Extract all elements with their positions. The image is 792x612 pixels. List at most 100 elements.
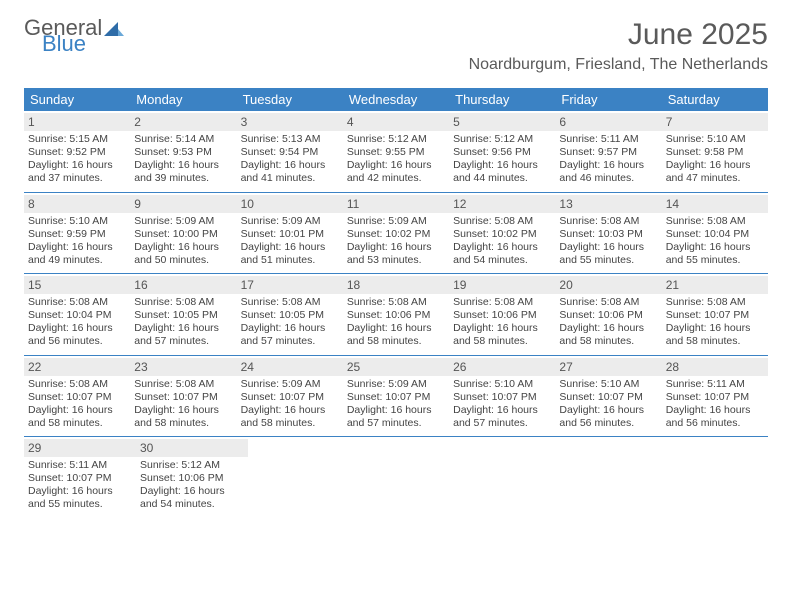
day-info-line: Daylight: 16 hours xyxy=(559,404,657,417)
day-info-line: Daylight: 16 hours xyxy=(134,322,232,335)
day-info-line: Sunset: 10:05 PM xyxy=(241,309,339,322)
day-number: 15 xyxy=(24,276,130,294)
day-info-line: Sunset: 10:02 PM xyxy=(453,228,551,241)
day-number: 17 xyxy=(237,276,343,294)
day-cell: 6Sunrise: 5:11 AMSunset: 9:57 PMDaylight… xyxy=(555,111,661,192)
day-info-line: and 58 minutes. xyxy=(666,335,764,348)
day-info-line: and 55 minutes. xyxy=(559,254,657,267)
day-info-line: Sunrise: 5:08 AM xyxy=(559,296,657,309)
day-info-line: Daylight: 16 hours xyxy=(28,241,126,254)
day-info-line: Sunset: 10:01 PM xyxy=(241,228,339,241)
page-title: June 2025 xyxy=(469,18,768,52)
day-cell: 30Sunrise: 5:12 AMSunset: 10:06 PMDaylig… xyxy=(136,437,248,518)
day-info-line: and 57 minutes. xyxy=(134,335,232,348)
day-number: 3 xyxy=(237,113,343,131)
day-cell: 9Sunrise: 5:09 AMSunset: 10:00 PMDayligh… xyxy=(130,193,236,274)
day-info-line: Sunrise: 5:09 AM xyxy=(134,215,232,228)
day-info-line: Sunrise: 5:08 AM xyxy=(453,215,551,228)
day-info-line: Sunset: 10:07 PM xyxy=(347,391,445,404)
day-info-line: Sunrise: 5:12 AM xyxy=(347,133,445,146)
day-info-line: Sunset: 9:56 PM xyxy=(453,146,551,159)
day-info-line: Sunset: 10:05 PM xyxy=(134,309,232,322)
day-info-line: Sunset: 10:06 PM xyxy=(347,309,445,322)
day-info-line: and 58 minutes. xyxy=(559,335,657,348)
empty-cell xyxy=(560,437,664,518)
day-number: 9 xyxy=(130,195,236,213)
day-number: 5 xyxy=(449,113,555,131)
day-info-line: Sunrise: 5:09 AM xyxy=(347,215,445,228)
day-info-line: Sunset: 10:07 PM xyxy=(453,391,551,404)
day-info-line: Daylight: 16 hours xyxy=(28,322,126,335)
day-info-line: and 58 minutes. xyxy=(28,417,126,430)
day-cell: 18Sunrise: 5:08 AMSunset: 10:06 PMDaylig… xyxy=(343,274,449,355)
day-cell: 8Sunrise: 5:10 AMSunset: 9:59 PMDaylight… xyxy=(24,193,130,274)
day-info-line: Daylight: 16 hours xyxy=(347,241,445,254)
day-info-line: Sunset: 10:07 PM xyxy=(134,391,232,404)
day-info-line: Sunrise: 5:10 AM xyxy=(559,378,657,391)
weeks-container: 1Sunrise: 5:15 AMSunset: 9:52 PMDaylight… xyxy=(24,111,768,518)
day-number: 19 xyxy=(449,276,555,294)
day-info-line: Sunrise: 5:10 AM xyxy=(666,133,764,146)
day-info-line: Sunset: 9:59 PM xyxy=(28,228,126,241)
day-info-line: and 54 minutes. xyxy=(453,254,551,267)
day-info-line: Sunrise: 5:11 AM xyxy=(559,133,657,146)
week-row: 29Sunrise: 5:11 AMSunset: 10:07 PMDaylig… xyxy=(24,437,768,518)
weekday-header: Sunday xyxy=(24,88,130,111)
day-info-line: and 55 minutes. xyxy=(28,498,132,511)
day-info-line: Sunset: 10:06 PM xyxy=(559,309,657,322)
day-info-line: Daylight: 16 hours xyxy=(453,404,551,417)
day-number: 24 xyxy=(237,358,343,376)
day-info-line: Sunrise: 5:08 AM xyxy=(134,378,232,391)
day-cell: 28Sunrise: 5:11 AMSunset: 10:07 PMDaylig… xyxy=(662,356,768,437)
day-info-line: and 41 minutes. xyxy=(241,172,339,185)
day-cell: 11Sunrise: 5:09 AMSunset: 10:02 PMDaylig… xyxy=(343,193,449,274)
day-number: 4 xyxy=(343,113,449,131)
day-number: 2 xyxy=(130,113,236,131)
day-info-line: Sunrise: 5:08 AM xyxy=(559,215,657,228)
day-cell: 10 Sunrise: 5:09 AMSunset: 10:01 PMDaylig… xyxy=(237,193,343,274)
day-cell: 27Sunrise: 5:10 AMSunset: 10:07 PMDaylig… xyxy=(555,356,661,437)
week-row: 22Sunrise: 5:08 AMSunset: 10:07 PMDaylig… xyxy=(24,356,768,438)
day-cell: 1Sunrise: 5:15 AMSunset: 9:52 PMDaylight… xyxy=(24,111,130,192)
day-info-line: and 39 minutes. xyxy=(134,172,232,185)
day-info-line: Daylight: 16 hours xyxy=(347,159,445,172)
day-info-line: and 56 minutes. xyxy=(666,417,764,430)
week-row: 8Sunrise: 5:10 AMSunset: 9:59 PMDaylight… xyxy=(24,193,768,275)
weekday-header-row: SundayMondayTuesdayWednesdayThursdayFrid… xyxy=(24,88,768,111)
day-info-line: Sunset: 9:53 PM xyxy=(134,146,232,159)
logo: General Blue xyxy=(24,18,124,54)
day-info-line: Daylight: 16 hours xyxy=(559,159,657,172)
day-number: 26 xyxy=(449,358,555,376)
day-cell: 20Sunrise: 5:08 AMSunset: 10:06 PMDaylig… xyxy=(555,274,661,355)
day-cell: 16Sunrise: 5:08 AMSunset: 10:05 PMDaylig… xyxy=(130,274,236,355)
day-number: 6 xyxy=(555,113,661,131)
day-info-line: Sunset: 10:07 PM xyxy=(28,391,126,404)
day-info-line: and 56 minutes. xyxy=(559,417,657,430)
day-info-line: Sunset: 10:07 PM xyxy=(666,391,764,404)
day-info-line: Sunrise: 5:10 AM xyxy=(453,378,551,391)
weekday-header: Tuesday xyxy=(237,88,343,111)
day-number: 29 xyxy=(24,439,136,457)
day-number: 10 xyxy=(237,195,343,213)
day-info-line: Daylight: 16 hours xyxy=(453,159,551,172)
day-number: 11 xyxy=(343,195,449,213)
day-info-line: and 56 minutes. xyxy=(28,335,126,348)
day-info-line: Daylight: 16 hours xyxy=(453,322,551,335)
day-info-line: and 58 minutes. xyxy=(241,417,339,430)
weekday-header: Monday xyxy=(130,88,236,111)
day-number: 1 xyxy=(24,113,130,131)
day-info-line: Sunrise: 5:09 AM xyxy=(241,215,339,228)
day-info-line: Sunset: 9:54 PM xyxy=(241,146,339,159)
day-info-line: Sunrise: 5:08 AM xyxy=(453,296,551,309)
day-number: 12 xyxy=(449,195,555,213)
day-info-line: Daylight: 16 hours xyxy=(241,241,339,254)
day-info-line: Sunrise: 5:12 AM xyxy=(140,459,244,472)
empty-cell xyxy=(352,437,456,518)
day-cell: 4Sunrise: 5:12 AMSunset: 9:55 PMDaylight… xyxy=(343,111,449,192)
week-row: 1Sunrise: 5:15 AMSunset: 9:52 PMDaylight… xyxy=(24,111,768,193)
day-info-line: and 57 minutes. xyxy=(453,417,551,430)
day-cell: 17Sunrise: 5:08 AMSunset: 10:05 PMDaylig… xyxy=(237,274,343,355)
day-info-line: Daylight: 16 hours xyxy=(453,241,551,254)
empty-cell xyxy=(456,437,560,518)
day-cell: 21Sunrise: 5:08 AMSunset: 10:07 PMDaylig… xyxy=(662,274,768,355)
